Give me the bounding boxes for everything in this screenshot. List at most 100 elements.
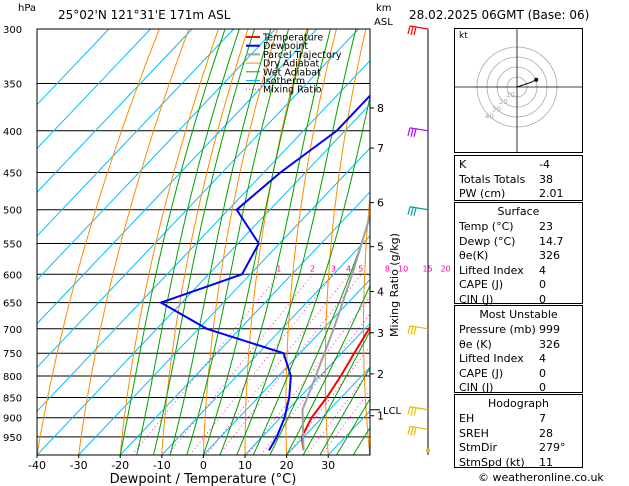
most-unstable-value: 999 <box>539 323 560 336</box>
hodograph-ring-label: 10 <box>506 91 515 99</box>
temp-tick-label: -10 <box>153 459 171 472</box>
pressure-tick-label: 800 <box>3 372 22 383</box>
index-row: K -4 <box>459 158 578 172</box>
wind-barb <box>407 127 429 137</box>
indices-table: K -4 Totals Totals 38 PW (cm) 2.01 <box>454 155 583 201</box>
temperature-line <box>300 324 370 451</box>
dry-adiabat <box>161 29 249 455</box>
km-tick-label: 3 <box>377 327 384 340</box>
mixing-ratio-line <box>167 274 314 455</box>
hodograph-index-key: StmDir <box>459 441 498 454</box>
wet-adiabat <box>136 29 240 455</box>
hodograph-index-title: Hodograph <box>488 397 549 410</box>
isotherm <box>37 103 370 455</box>
legend-label: Mixing Ratio <box>263 85 322 96</box>
isotherm <box>286 366 370 455</box>
dry-adiabat <box>601 29 629 455</box>
hodograph-index-value: 279° <box>539 441 566 454</box>
dry-adiabat <box>244 29 308 455</box>
dry-adiabat <box>436 29 454 455</box>
pressure-tick-label: 650 <box>3 299 22 310</box>
isotherm <box>37 29 110 106</box>
hodograph-index-row: SREH 28 <box>459 427 578 441</box>
most-unstable-key: Lifted Index <box>459 352 524 365</box>
temp-tick-label: -40 <box>28 459 46 472</box>
most-unstable-row: CIN (J) 0 <box>459 381 578 395</box>
wet-adiabat <box>169 29 272 455</box>
pressure-tick-label: 850 <box>3 393 22 404</box>
asl-label: ASL <box>374 17 393 28</box>
hodograph-ring-label: 20 <box>499 98 508 106</box>
km-tick-label: 2 <box>377 368 384 381</box>
isotherm <box>37 29 151 150</box>
surface-row: Temp (°C) 23 <box>459 220 578 234</box>
mixing-ratio-label: 20 <box>441 264 451 273</box>
wet-adiabat <box>336 398 370 455</box>
hodograph-kt-label: kt <box>459 31 468 41</box>
dry-adiabat <box>37 29 160 455</box>
pressure-tick-label: 950 <box>3 433 22 444</box>
dry-adiabat <box>401 29 425 455</box>
pressure-tick-label: 600 <box>3 270 22 281</box>
hodograph-index-row: EH 7 <box>459 412 578 426</box>
pressure-tick-label: 550 <box>3 239 22 250</box>
mixing-ratio-line <box>131 274 280 455</box>
hodograph-end <box>534 77 539 82</box>
hodograph-index-value: 7 <box>539 412 546 425</box>
mixing-ratio-label: 1 <box>276 264 281 273</box>
surface-row: CIN (J) 0 <box>459 293 578 307</box>
isotherm <box>37 29 276 281</box>
dry-adiabat <box>202 29 278 455</box>
index-key: PW (cm) <box>459 187 506 200</box>
index-key: Totals Totals <box>459 172 526 186</box>
dry-adiabat <box>363 191 370 455</box>
most-unstable-key: θe (K) <box>459 337 492 351</box>
hodograph-ring-label: 30 <box>492 105 501 113</box>
pressure-tick-label: 900 <box>3 414 22 425</box>
hodograph-index-row: StmDir 279° <box>459 441 578 455</box>
surface-value: 4 <box>539 263 546 277</box>
isotherm <box>37 59 370 412</box>
mixing-ratio-label: 10 <box>398 264 408 273</box>
surface-value: 0 <box>539 278 546 291</box>
surface-row: CAPE (J) 0 <box>459 278 578 292</box>
index-value: -4 <box>539 158 550 171</box>
index-row: PW (cm) 2.01 <box>459 187 578 201</box>
surface-value: 0 <box>539 292 546 306</box>
wet-adiabat <box>269 216 370 455</box>
wet-adiabat <box>153 29 255 455</box>
wet-adiabat <box>186 29 290 455</box>
hodograph-ring-label: 40 <box>485 112 494 120</box>
hodograph-index-value: 28 <box>539 426 553 440</box>
hodograph-table: Hodograph EH 7 SREH 28 StmDir 279° StmSpd (kt) 1… <box>454 394 583 469</box>
km-label: km <box>376 3 392 14</box>
surface-row: θe(K) 326 <box>459 249 578 263</box>
km-tick-label: 4 <box>377 286 384 299</box>
parcel-trajectory-line <box>301 212 370 451</box>
pressure-tick-label: 350 <box>3 80 22 91</box>
most-unstable-row: θe (K) 326 <box>459 338 578 352</box>
wet-adiabat <box>286 284 370 455</box>
hodograph-index-key: SREH <box>459 426 489 440</box>
legend-label: Temperature <box>262 33 323 44</box>
km-tick-label: 5 <box>377 241 384 254</box>
temp-tick-label: 0 <box>200 459 207 472</box>
isotherm <box>78 147 370 455</box>
wind-barb <box>407 25 429 36</box>
dry-adiabat <box>78 29 190 455</box>
surface-row: Dewp (°C) 14.7 <box>459 235 578 249</box>
most-unstable-table: Most Unstable Pressure (mb) 999 θe (K) 326 Li… <box>454 305 583 395</box>
dry-adiabat <box>324 29 367 455</box>
most-unstable-value: 4 <box>539 352 546 365</box>
hodograph-index-value: 11 <box>539 455 553 469</box>
surface-key: CIN (J) <box>459 292 494 306</box>
hodograph-index-key: StmSpd (kt) <box>459 455 525 469</box>
most-unstable-value: 0 <box>539 366 546 380</box>
most-unstable-row: Pressure (mb) 999 <box>459 323 578 337</box>
km-tick-label: 8 <box>377 102 384 115</box>
surface-key: Temp (°C) <box>459 220 514 233</box>
hpa-label: hPa <box>18 3 37 14</box>
x-axis-label: Dewpoint / Temperature (°C) <box>110 472 297 486</box>
wet-adiabat <box>302 330 370 455</box>
wind-barb <box>407 325 429 335</box>
